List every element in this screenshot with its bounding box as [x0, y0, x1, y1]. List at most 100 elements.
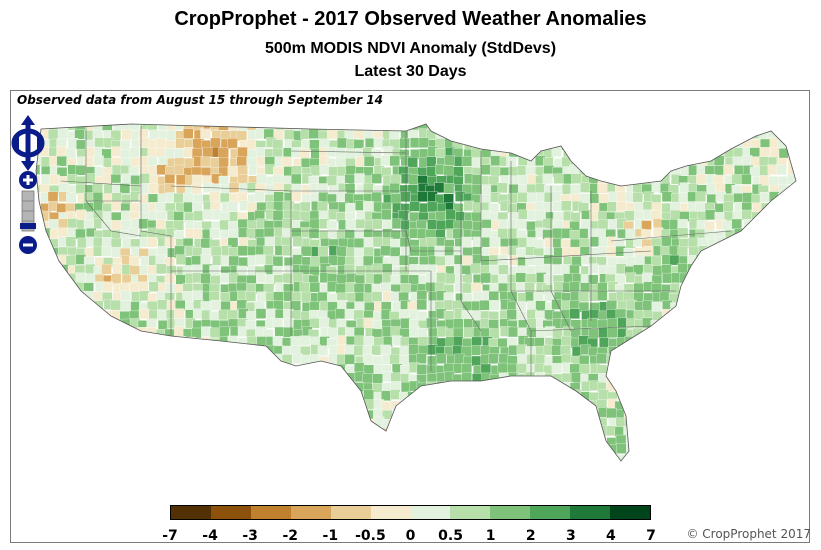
county-cell	[679, 463, 689, 473]
county-cell	[687, 300, 698, 312]
county-cell	[93, 155, 104, 166]
legend-tick-label: 2	[525, 528, 536, 544]
county-cell	[147, 435, 158, 446]
county-cell	[85, 273, 96, 284]
county-cell	[461, 265, 472, 276]
county-cell	[157, 320, 169, 331]
county-cell	[714, 245, 726, 256]
county-cell	[101, 364, 112, 375]
county-cell	[201, 399, 212, 410]
county-cell	[713, 400, 724, 412]
county-cell	[668, 436, 680, 448]
county-cell	[416, 426, 427, 437]
county-cell	[670, 302, 681, 313]
county-cell	[111, 400, 122, 411]
us-anomaly-map[interactable]	[11, 91, 809, 542]
county-cell	[336, 389, 347, 401]
county-cell	[707, 462, 717, 472]
pan-control[interactable]	[11, 115, 45, 171]
county-cell	[362, 373, 373, 384]
county-cell	[112, 124, 124, 131]
county-cell	[121, 446, 132, 457]
county-cell	[706, 273, 717, 284]
county-cell	[292, 236, 303, 247]
county-cell	[219, 381, 230, 392]
county-cell	[328, 427, 339, 438]
county-cell	[318, 418, 330, 429]
county-cell	[183, 408, 194, 419]
county-cell	[201, 326, 212, 337]
county-cell	[515, 124, 527, 131]
county-cell	[535, 382, 547, 394]
county-cell	[516, 454, 528, 461]
county-cell	[695, 138, 706, 150]
county-cell	[266, 425, 277, 437]
county-cell	[202, 435, 213, 446]
county-cell	[328, 389, 339, 400]
county-cell	[292, 410, 304, 421]
county-cell	[787, 436, 796, 448]
county-cell	[283, 373, 294, 384]
county-cell	[67, 436, 78, 447]
county-cell	[36, 355, 42, 367]
county-cell	[346, 454, 357, 461]
county-cell	[641, 436, 652, 448]
county-cell	[695, 149, 707, 160]
county-cell	[751, 272, 762, 284]
county-cell	[103, 329, 115, 340]
county-cell	[437, 400, 448, 411]
county-cell	[661, 373, 672, 385]
county-cell	[653, 408, 664, 419]
county-cell	[689, 463, 699, 473]
county-cell	[543, 129, 555, 140]
county-cell	[84, 445, 95, 456]
county-cell	[751, 300, 763, 311]
county-cell	[562, 138, 573, 150]
county-cell	[779, 419, 790, 430]
county-cell	[742, 462, 752, 472]
county-cell	[157, 353, 169, 364]
county-cell	[779, 401, 790, 412]
zoom-out-button[interactable]	[19, 236, 37, 254]
county-cell	[182, 390, 193, 401]
county-cell	[326, 416, 338, 428]
county-cell	[338, 453, 349, 461]
county-cell	[67, 453, 79, 461]
county-cell	[110, 418, 122, 429]
county-cell	[49, 335, 60, 347]
county-cell	[317, 183, 328, 194]
county-cell	[309, 139, 320, 150]
county-cell	[455, 463, 465, 473]
county-cell	[669, 148, 680, 159]
map-navigation-controls[interactable]	[11, 109, 51, 269]
county-cell	[632, 183, 643, 194]
county-cell	[769, 408, 781, 420]
county-cell	[659, 319, 671, 330]
county-cell	[750, 353, 761, 365]
county-cell	[778, 300, 789, 311]
county-cell	[696, 173, 707, 185]
county-cell	[138, 354, 149, 365]
county-cell	[634, 381, 646, 393]
county-cell	[389, 246, 401, 258]
county-cell	[723, 291, 735, 303]
county-cell	[274, 326, 285, 338]
zoom-slider[interactable]	[20, 190, 36, 232]
county-cell	[156, 372, 167, 383]
county-cell	[759, 383, 770, 394]
zoom-in-button[interactable]	[19, 171, 37, 189]
county-cell	[759, 192, 771, 203]
county-cell	[714, 382, 725, 393]
map-viewport[interactable]: Observed data from August 15 through Sep…	[10, 90, 810, 543]
county-cell	[517, 192, 528, 203]
county-cell	[209, 373, 221, 384]
county-cell	[84, 356, 95, 367]
county-cell	[580, 427, 592, 438]
county-cell	[309, 400, 320, 411]
county-cell	[679, 310, 690, 321]
county-cell	[36, 318, 40, 329]
county-cell	[705, 426, 716, 437]
county-cell	[164, 237, 176, 248]
county-cell	[110, 445, 122, 456]
county-cell	[327, 128, 338, 140]
